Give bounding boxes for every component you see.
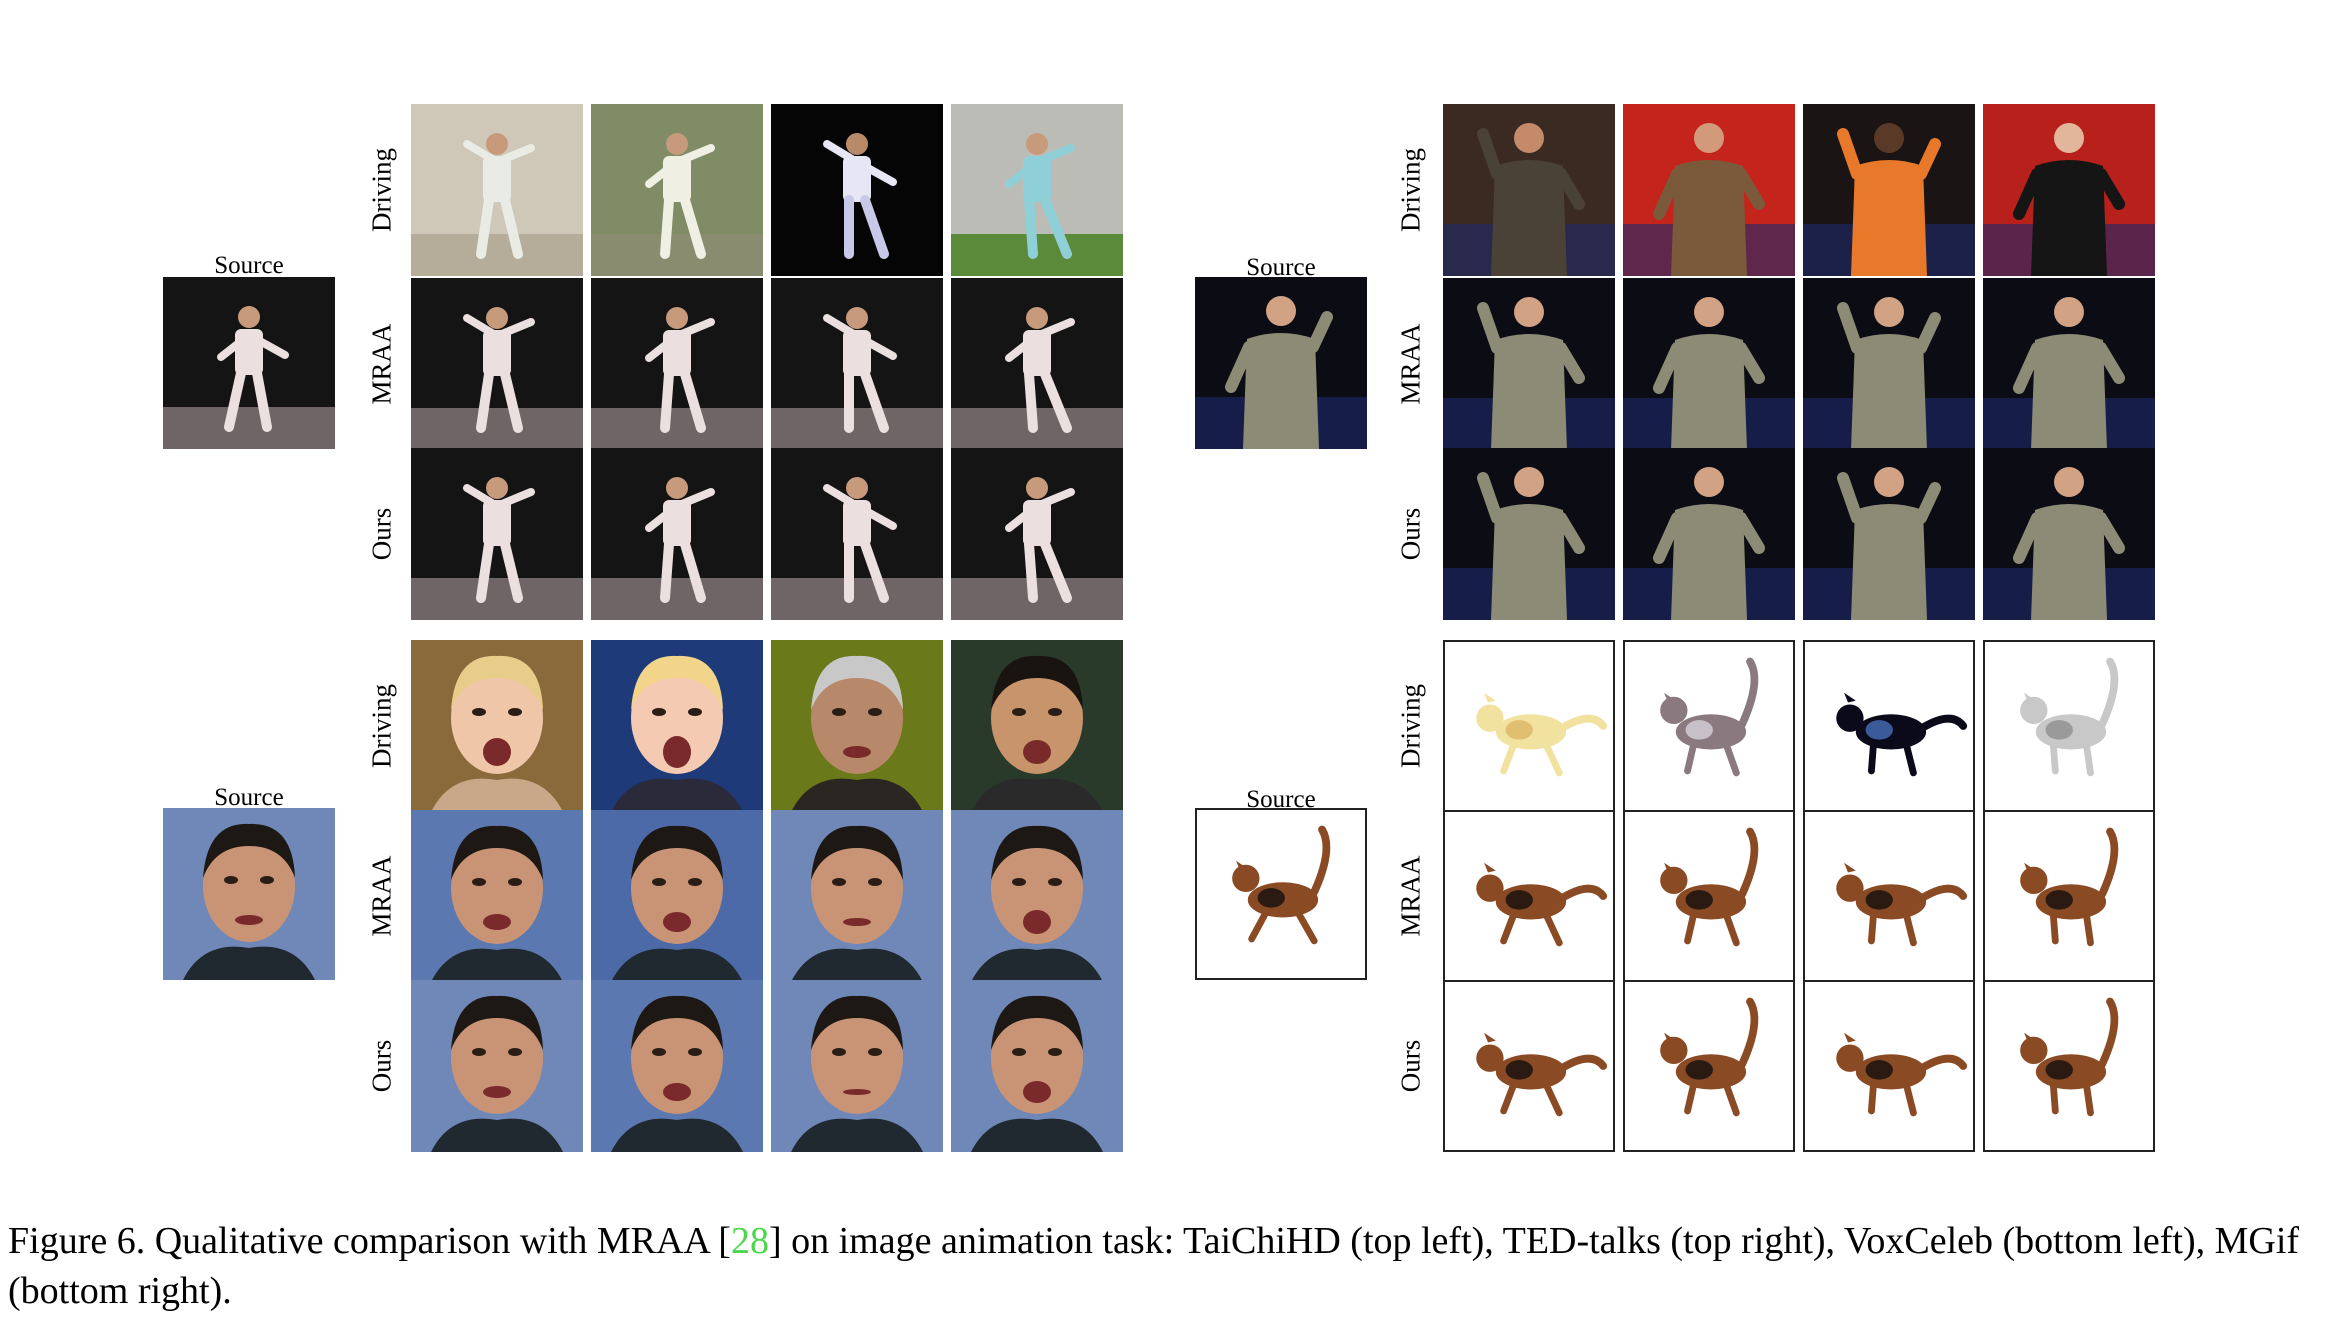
taichi-mraa-image-2 (591, 278, 763, 450)
ted-driving-image-3 (1803, 104, 1975, 276)
taichi-ours-image-2 (591, 448, 763, 620)
ted-ours-image-4 (1983, 448, 2155, 620)
mgif-source-image (1195, 808, 1367, 980)
caption-prefix: Figure 6. Qualitative comparison with MR… (8, 1220, 731, 1262)
taichi-driving-image-4 (951, 104, 1123, 276)
ted-ours-image-3 (1803, 448, 1975, 620)
mgif-mraa-image-1 (1443, 810, 1615, 982)
citation-link[interactable]: 28 (731, 1220, 769, 1262)
figure-caption: Figure 6. Qualitative comparison with MR… (8, 1216, 2328, 1316)
ted-row-label-driving: Driving (1396, 148, 1427, 232)
ted-source-image (1195, 277, 1367, 449)
vox-ours-image-1 (411, 980, 583, 1152)
taichi-driving-image-2 (591, 104, 763, 276)
ted-ours-image-2 (1623, 448, 1795, 620)
mgif-driving-image-2 (1623, 640, 1795, 812)
mgif-ours-image-1 (1443, 980, 1615, 1152)
ted-driving-image-2 (1623, 104, 1795, 276)
vox-mraa-image-3 (771, 810, 943, 982)
mgif-ours-image-3 (1803, 980, 1975, 1152)
ted-driving-image-1 (1443, 104, 1615, 276)
mgif-row-label-driving: Driving (1396, 684, 1427, 768)
taichi-row-label-driving: Driving (367, 148, 398, 232)
mgif-ours-image-4 (1983, 980, 2155, 1152)
taichi-mraa-image-4 (951, 278, 1123, 450)
vox-mraa-image-1 (411, 810, 583, 982)
ted-driving-image-4 (1983, 104, 2155, 276)
ted-mraa-image-1 (1443, 278, 1615, 450)
vox-mraa-image-4 (951, 810, 1123, 982)
mgif-driving-image-4 (1983, 640, 2155, 812)
taichi-row-label-mraa: MRAA (367, 323, 398, 404)
vox-ours-image-3 (771, 980, 943, 1152)
mgif-row-label-ours: Ours (1396, 1040, 1427, 1093)
taichi-mraa-image-3 (771, 278, 943, 450)
vox-driving-image-2 (591, 640, 763, 812)
mgif-ours-image-2 (1623, 980, 1795, 1152)
mgif-mraa-image-2 (1623, 810, 1795, 982)
vox-source-image (163, 808, 335, 980)
vox-row-label-ours: Ours (367, 1040, 398, 1093)
vox-driving-image-4 (951, 640, 1123, 812)
ted-mraa-image-2 (1623, 278, 1795, 450)
mgif-mraa-image-4 (1983, 810, 2155, 982)
vox-driving-image-3 (771, 640, 943, 812)
taichi-driving-image-1 (411, 104, 583, 276)
taichi-driving-image-3 (771, 104, 943, 276)
vox-ours-image-2 (591, 980, 763, 1152)
taichi-ours-image-3 (771, 448, 943, 620)
ted-mraa-image-4 (1983, 278, 2155, 450)
ted-ours-image-1 (1443, 448, 1615, 620)
mgif-driving-image-1 (1443, 640, 1615, 812)
ted-row-label-ours: Ours (1396, 508, 1427, 561)
taichi-ours-image-4 (951, 448, 1123, 620)
taichi-mraa-image-1 (411, 278, 583, 450)
vox-row-label-mraa: MRAA (367, 855, 398, 936)
taichi-source-label: Source (163, 252, 335, 280)
vox-row-label-driving: Driving (367, 684, 398, 768)
mgif-driving-image-3 (1803, 640, 1975, 812)
ted-row-label-mraa: MRAA (1396, 323, 1427, 404)
mgif-mraa-image-3 (1803, 810, 1975, 982)
taichi-ours-image-1 (411, 448, 583, 620)
taichi-source-image (163, 277, 335, 449)
vox-driving-image-1 (411, 640, 583, 812)
ted-mraa-image-3 (1803, 278, 1975, 450)
taichi-row-label-ours: Ours (367, 508, 398, 561)
vox-ours-image-4 (951, 980, 1123, 1152)
mgif-row-label-mraa: MRAA (1396, 855, 1427, 936)
vox-mraa-image-2 (591, 810, 763, 982)
